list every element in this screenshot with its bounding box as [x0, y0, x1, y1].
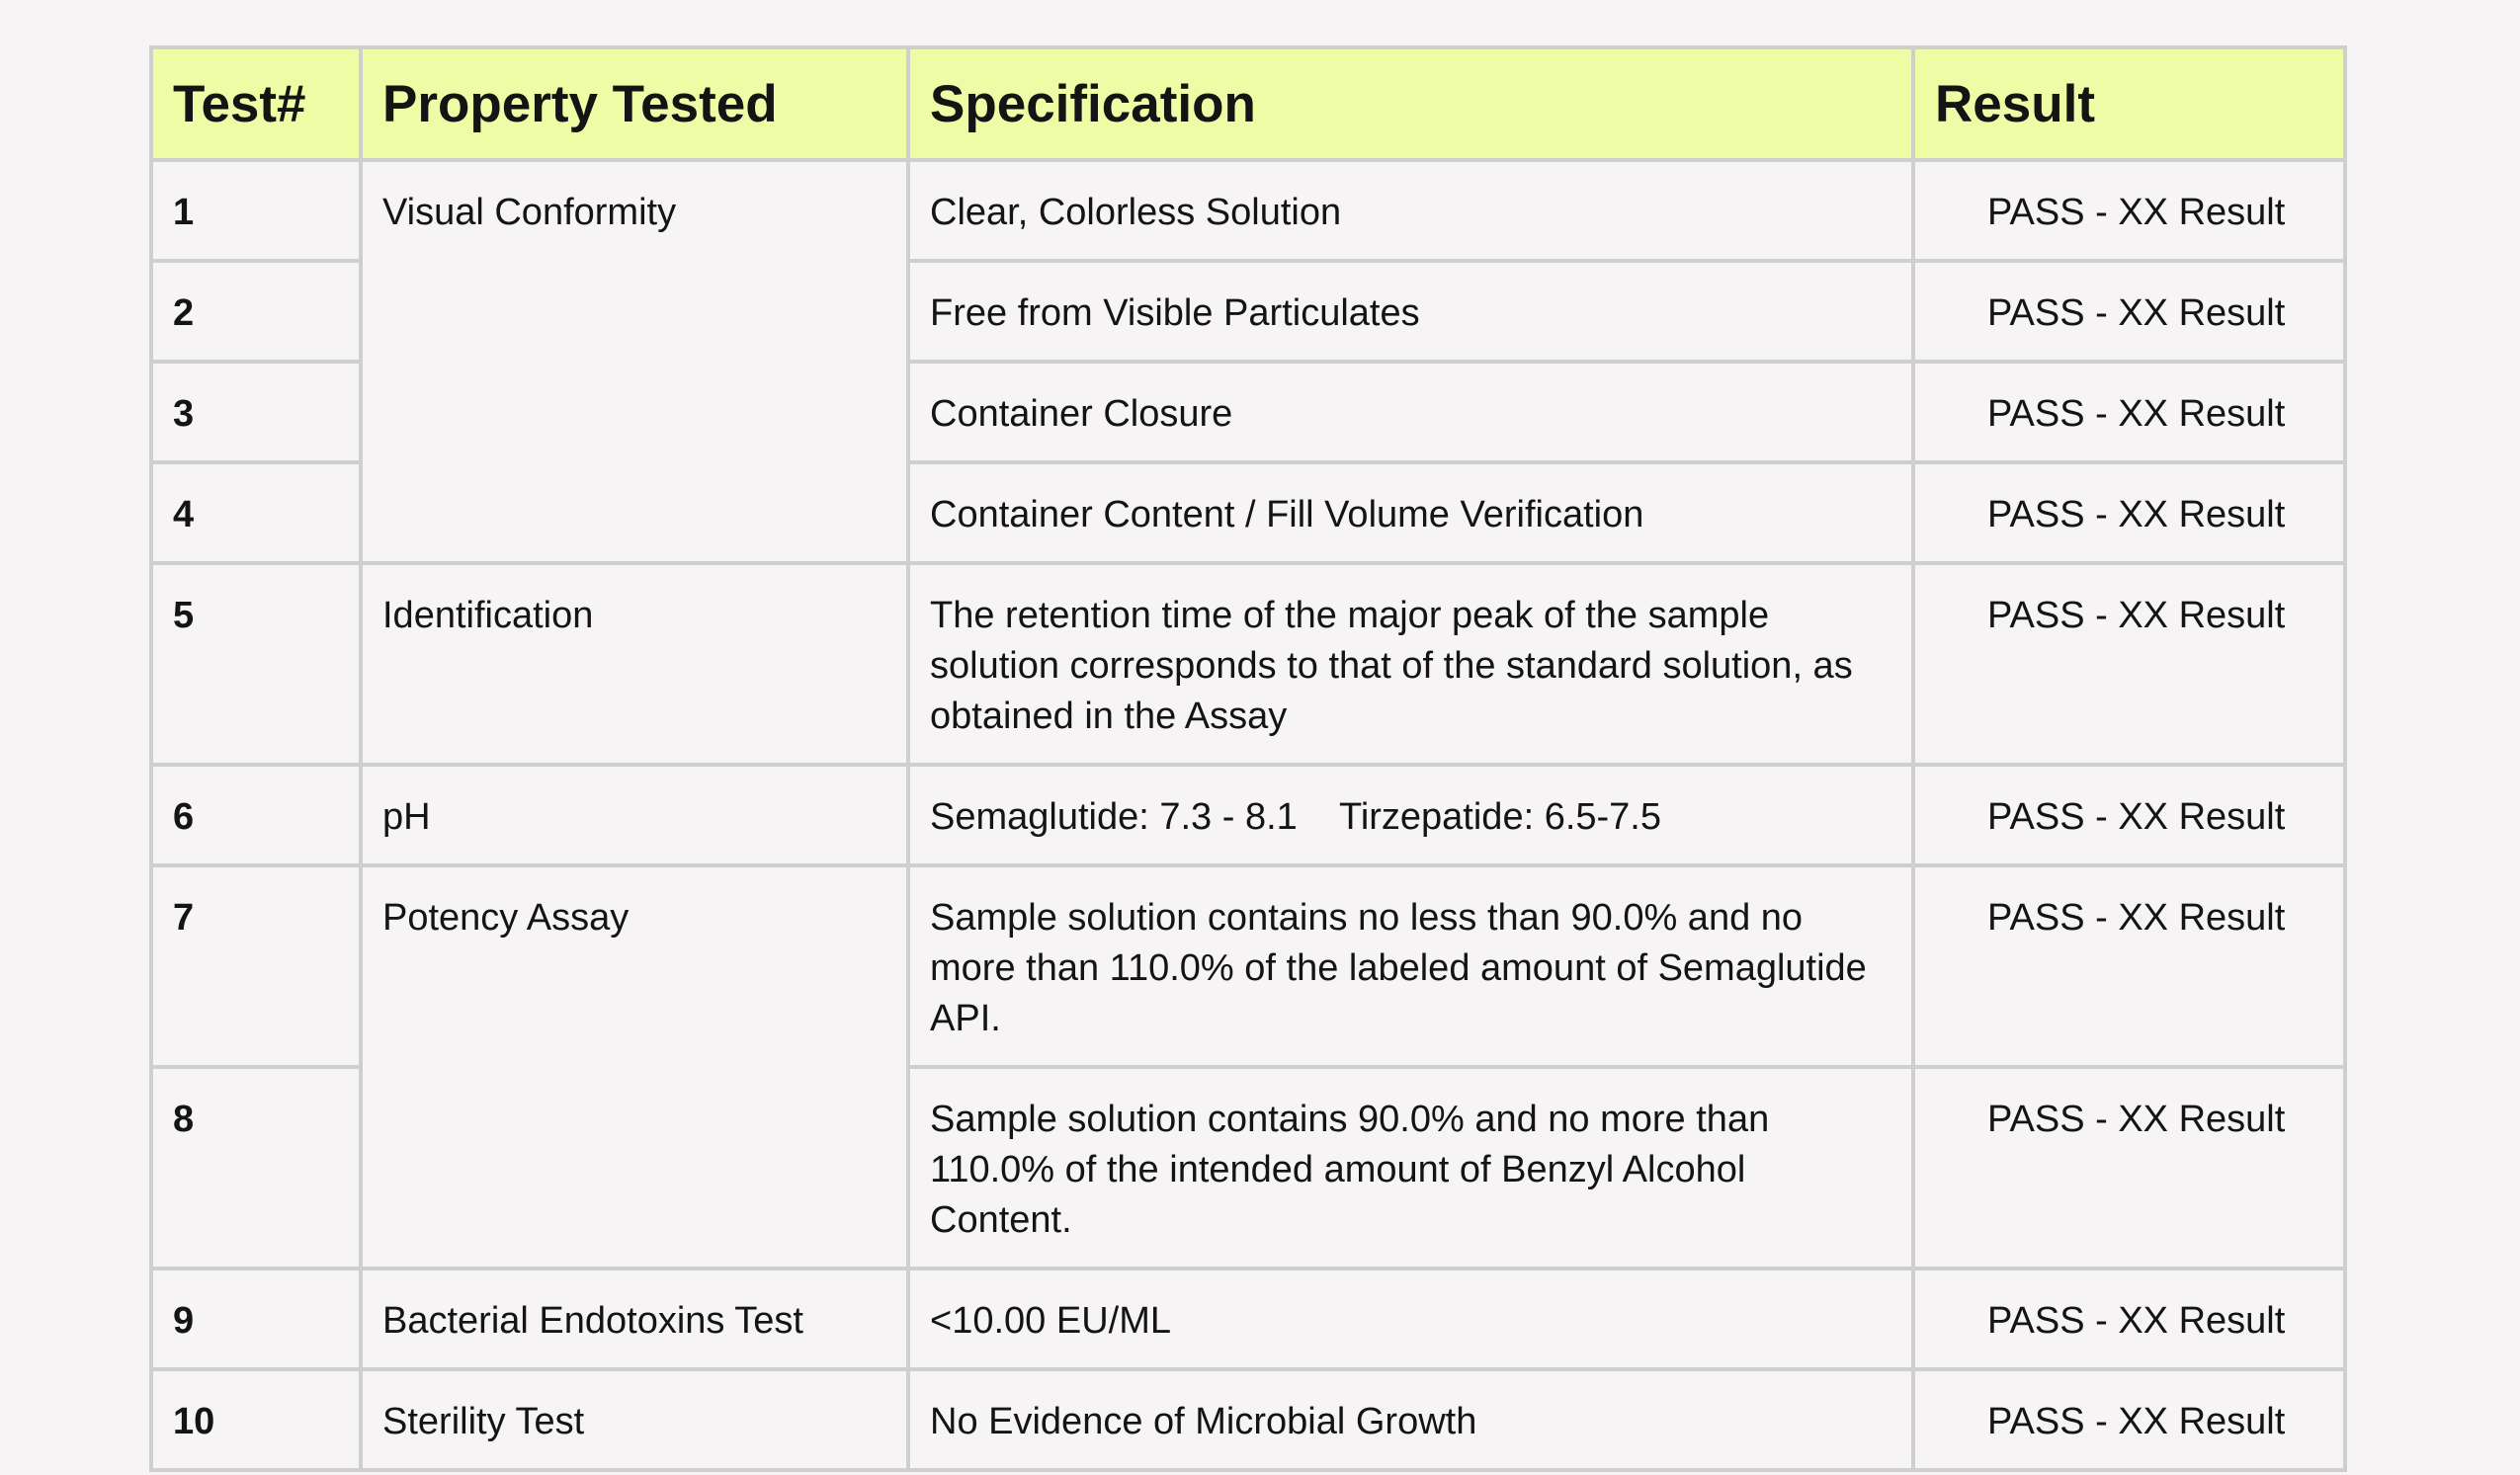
property-cell: pH	[359, 763, 910, 867]
header-specification: Specification	[906, 45, 1915, 162]
test-number-cell: 10	[149, 1367, 363, 1472]
test-number-cell: 6	[149, 763, 363, 867]
result-cell: PASS - XX Result	[1911, 259, 2347, 364]
result-cell: PASS - XX Result	[1911, 1267, 2347, 1371]
table-row: 5 Identification The retention time of t…	[149, 561, 2347, 767]
table-row: 10 Sterility Test No Evidence of Microbi…	[149, 1367, 2347, 1472]
result-cell: PASS - XX Result	[1911, 158, 2347, 263]
table-row: 4 Container Content / Fill Volume Verifi…	[149, 460, 2347, 565]
header-result: Result	[1911, 45, 2347, 162]
header-property-tested: Property Tested	[359, 45, 910, 162]
header-test-number: Test#	[149, 45, 363, 162]
specification-cell: The retention time of the major peak of …	[906, 561, 1915, 767]
test-number-cell: 9	[149, 1267, 363, 1371]
result-cell: PASS - XX Result	[1911, 360, 2347, 464]
test-number-cell: 3	[149, 360, 363, 464]
test-number-cell: 2	[149, 259, 363, 364]
table-row: 1 Visual Conformity Clear, Colorless Sol…	[149, 158, 2347, 565]
specification-cell: Clear, Colorless Solution	[906, 158, 1915, 263]
result-cell: PASS - XX Result	[1911, 763, 2347, 867]
property-cell: Identification	[359, 561, 910, 767]
table-row: 3 Container Closure PASS - XX Result	[149, 360, 2347, 464]
table-row: 6 pH Semaglutide: 7.3 - 8.1 Tirzepatide:…	[149, 763, 2347, 867]
test-number-cell: 7	[149, 863, 363, 1069]
specification-cell: Semaglutide: 7.3 - 8.1 Tirzepatide: 6.5-…	[906, 763, 1915, 867]
result-cell: PASS - XX Result	[1911, 1065, 2347, 1270]
table-row: 7 Potency Assay Sample solution contains…	[149, 863, 2347, 1270]
table-header-row: Test# Property Tested Specification Resu…	[149, 45, 2347, 162]
result-cell: PASS - XX Result	[1911, 460, 2347, 565]
property-cell: Visual Conformity	[359, 158, 910, 565]
test-results-table: Test# Property Tested Specification Resu…	[149, 45, 2347, 1472]
test-results-table-container: Test# Property Tested Specification Resu…	[149, 45, 2347, 1472]
property-cell: Potency Assay	[359, 863, 910, 1270]
table-row: 8 Sample solution contains 90.0% and no …	[149, 1065, 2347, 1270]
specification-cell: Sample solution contains no less than 90…	[906, 863, 1915, 1069]
result-cell: PASS - XX Result	[1911, 863, 2347, 1069]
result-cell: PASS - XX Result	[1911, 561, 2347, 767]
specification-cell: No Evidence of Microbial Growth	[906, 1367, 1915, 1472]
specification-cell: <10.00 EU/ML	[906, 1267, 1915, 1371]
property-cell: Bacterial Endotoxins Test	[359, 1267, 910, 1371]
test-number-cell: 8	[149, 1065, 363, 1270]
specification-cell: Free from Visible Particulates	[906, 259, 1915, 364]
property-cell: Sterility Test	[359, 1367, 910, 1472]
test-number-cell: 1	[149, 158, 363, 263]
test-number-cell: 4	[149, 460, 363, 565]
result-cell: PASS - XX Result	[1911, 1367, 2347, 1472]
specification-cell: Container Closure	[906, 360, 1915, 464]
specification-cell: Sample solution contains 90.0% and no mo…	[906, 1065, 1915, 1270]
specification-cell: Container Content / Fill Volume Verifica…	[906, 460, 1915, 565]
test-number-cell: 5	[149, 561, 363, 767]
table-row: 9 Bacterial Endotoxins Test <10.00 EU/ML…	[149, 1267, 2347, 1371]
table-row: 2 Free from Visible Particulates PASS - …	[149, 259, 2347, 364]
